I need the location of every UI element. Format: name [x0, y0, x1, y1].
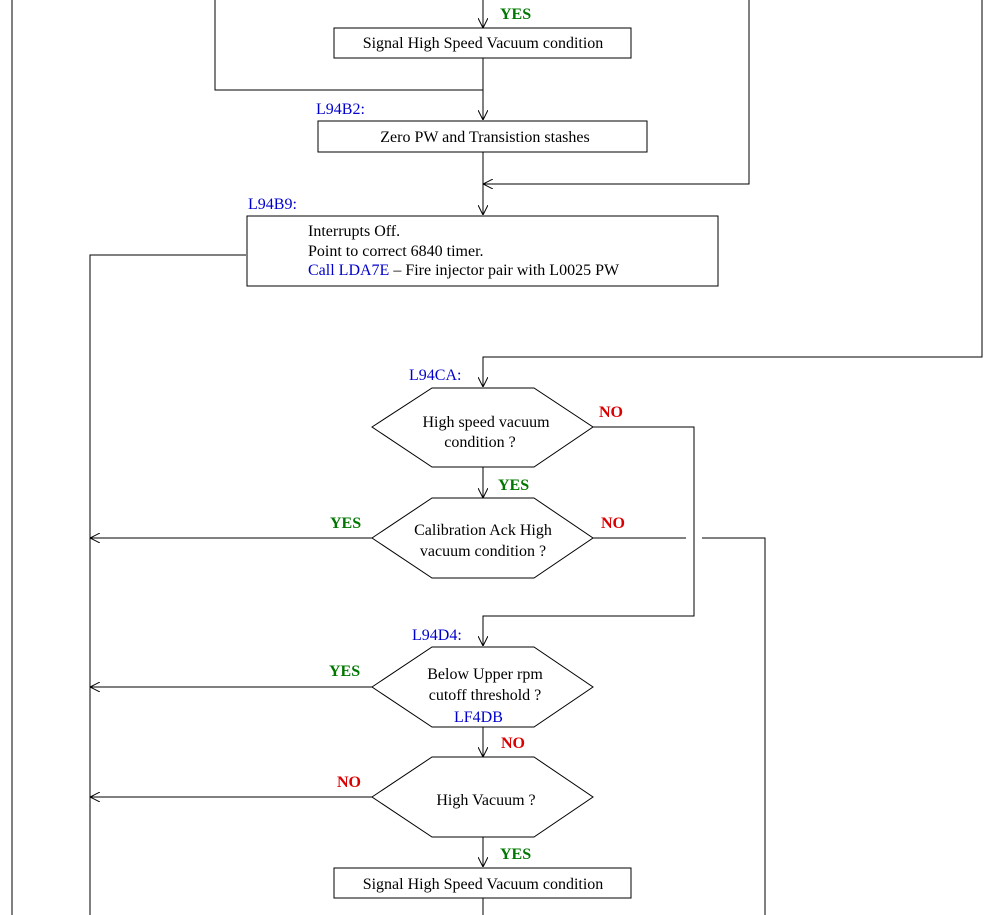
yes-top-label: YES [500, 6, 531, 23]
interrupts-line1: Interrupts Off. [308, 223, 400, 240]
connectors [11, 0, 983, 915]
interrupts-line3: Call LDA7E – Fire injector pair with L00… [308, 262, 620, 279]
high-speed-line1: High speed vacuum [422, 414, 550, 431]
no-high-vacuum-label: NO [337, 774, 361, 791]
signal-top-text: Signal High Speed Vacuum condition [363, 35, 604, 52]
below-upper-line1: Below Upper rpm [427, 666, 543, 683]
calibration-line1: Calibration Ack High [414, 522, 552, 539]
yes-high-speed-label: YES [498, 477, 529, 494]
high-vacuum-decision: High Vacuum ? [371, 756, 594, 838]
calibration-line2: vacuum condition ? [420, 543, 546, 560]
yes-below-upper-label: YES [329, 663, 360, 680]
yes-high-vacuum-label: YES [500, 846, 531, 863]
high-speed-line2: condition ? [444, 434, 516, 451]
calibration-no-line-b [702, 537, 766, 915]
interrupts-box: Interrupts Off. Point to correct 6840 ti… [246, 215, 719, 287]
no-below-upper-label: NO [501, 735, 525, 752]
signal-bottom-box: Signal High Speed Vacuum condition [333, 867, 632, 899]
no-high-speed-label: NO [599, 404, 623, 421]
right-loop-line [483, 0, 750, 184]
label-l94ca: L94CA: [409, 367, 461, 384]
calibration-decision: Calibration Ack High vacuum condition ? [371, 497, 594, 579]
left-main-line [89, 254, 246, 915]
far-right-loop-line [483, 0, 983, 387]
signal-top-box: Signal High Speed Vacuum condition [333, 27, 632, 59]
yes-calibration-label: YES [330, 515, 361, 532]
label-l94b2: L94B2: [316, 101, 365, 118]
label-lf4db: LF4DB [454, 709, 503, 726]
signal-bottom-text: Signal High Speed Vacuum condition [363, 876, 604, 893]
no-calibration-label: NO [601, 515, 625, 532]
below-upper-decision: Below Upper rpm cutoff threshold ? [371, 646, 594, 728]
highspeed-no-line [483, 426, 695, 646]
below-upper-line2: cutoff threshold ? [429, 687, 542, 704]
call-lda7e-rest: – Fire injector pair with L0025 PW [389, 262, 620, 279]
branch-labels: YES NO YES YES NO YES NO NO YES [329, 6, 625, 863]
label-l94d4: L94D4: [412, 627, 462, 644]
zero-pw-box: Zero PW and Transistion stashes [317, 120, 648, 153]
high-vacuum-text: High Vacuum ? [436, 792, 535, 809]
call-lda7e-label: Call LDA7E [308, 262, 389, 279]
zero-pw-text: Zero PW and Transistion stashes [380, 129, 589, 146]
address-labels: L94B2: L94B9: L94CA: L94D4: LF4DB [248, 101, 503, 726]
interrupts-line2: Point to correct 6840 timer. [308, 243, 484, 260]
label-l94b9: L94B9: [248, 196, 297, 213]
high-speed-decision: High speed vacuum condition ? [371, 387, 594, 468]
left-loop-line [214, 0, 483, 91]
